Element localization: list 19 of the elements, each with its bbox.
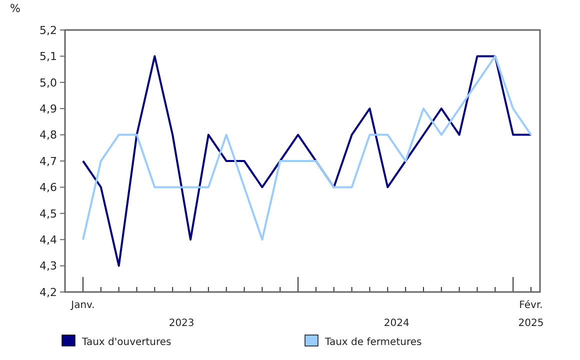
y-tick-label: 4,3 [40,260,57,273]
y-tick-label: 4,4 [40,233,57,246]
y-tick-label: 4,2 [40,286,57,299]
y-axis-title: % [10,2,20,15]
legend-label: Taux de fermetures [324,337,422,348]
text: 2023 [168,318,194,329]
x-tick-label: Févr. [519,300,543,311]
y-tick-label: 4,6 [40,181,57,194]
y-tick-label: 5,0 [40,76,57,90]
y-tick-label: 4,7 [40,154,57,168]
y-tick-label: 5,2 [40,24,57,37]
y-tick-label: 4,5 [40,207,57,220]
text: 2024 [384,318,410,329]
text: 2025 [518,318,544,329]
y-tick-label: 4,8 [40,128,57,142]
y-tick-label: 4,9 [40,102,57,116]
y-tick-label: 5,1 [40,50,57,64]
x-tick-label: Janv. [70,300,95,311]
legend-label: Taux d'ouvertures [81,337,172,348]
